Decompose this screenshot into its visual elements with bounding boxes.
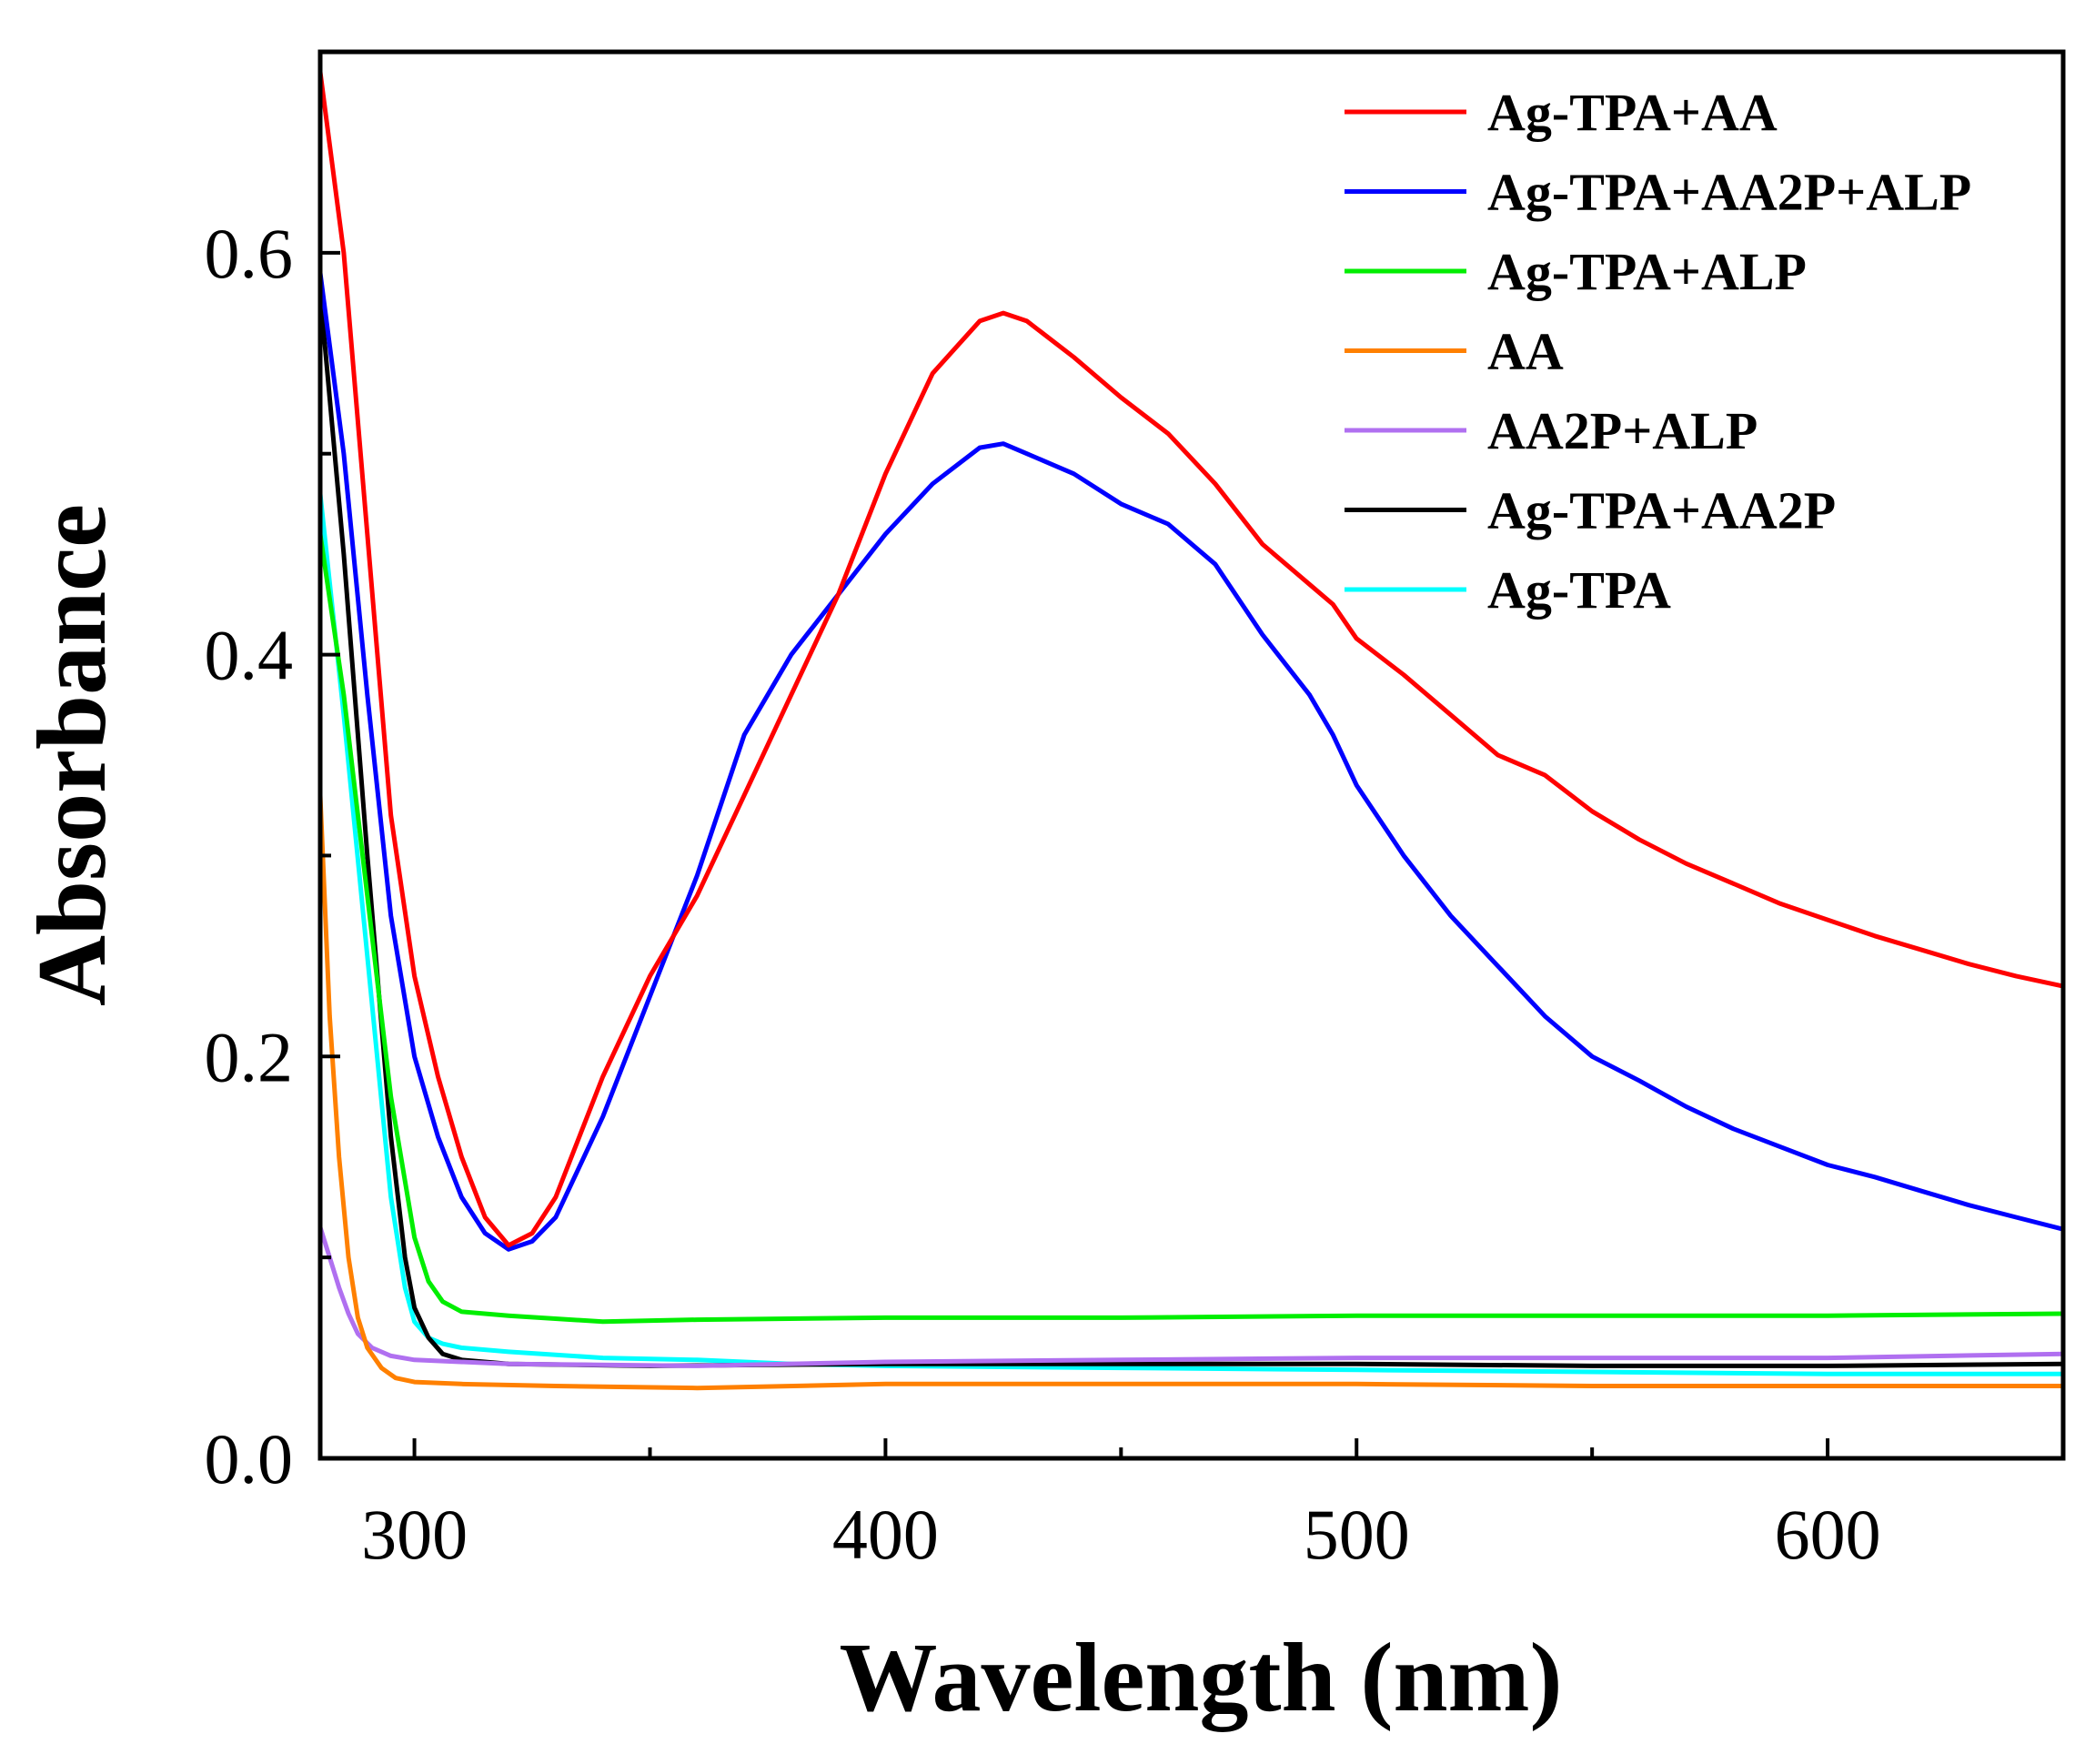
y-tick-label: 0.0 xyxy=(205,1419,294,1498)
series-line-ag-tpa-aa2p xyxy=(320,290,2063,1368)
x-tick-label: 300 xyxy=(361,1495,468,1574)
series-line-ag-tpa-aa xyxy=(320,69,2063,1248)
x-tick-label: 500 xyxy=(1304,1495,1410,1574)
legend-label: AA xyxy=(1487,322,1564,381)
y-axis-title: Absorbance xyxy=(18,504,126,1006)
x-axis-title: Wavelength (nm) xyxy=(840,1624,1563,1732)
legend: Ag-TPA+AA Ag-TPA+AA2P+ALP Ag-TPA+ALP AA AA2P… xyxy=(1345,83,1971,620)
y-tick-label: 0.6 xyxy=(205,214,294,293)
legend-entry: AA2P+ALP xyxy=(1345,401,1758,460)
legend-entry: Ag-TPA+ALP xyxy=(1345,242,1807,301)
series-line-ag-tpa-alp xyxy=(320,531,2063,1325)
legend-entry: Ag-TPA+AA2P xyxy=(1345,481,1836,540)
legend-label: Ag-TPA+AA2P+ALP xyxy=(1487,163,1971,222)
x-tick-label: 400 xyxy=(832,1495,939,1574)
series-line-aa xyxy=(320,792,2063,1391)
legend-label: Ag-TPA+AA2P xyxy=(1487,481,1836,540)
tick-labels: 300 400 500 600 0.0 0.2 0.4 0.6 xyxy=(205,214,1881,1574)
y-tick-label: 0.2 xyxy=(205,1017,294,1096)
x-tick-label: 600 xyxy=(1775,1495,1881,1574)
series-layer xyxy=(320,69,2063,1391)
series-line-aa2p-alp xyxy=(320,1225,2063,1368)
tick-marks xyxy=(320,250,2065,1460)
legend-entry: Ag-TPA+AA xyxy=(1345,83,1778,142)
series-line-ag-tpa-aa2p-alp xyxy=(320,270,2063,1252)
legend-label: AA2P+ALP xyxy=(1487,401,1758,460)
legend-label: Ag-TPA+AA xyxy=(1487,83,1778,142)
legend-entry: Ag-TPA xyxy=(1345,560,1671,620)
legend-entry: Ag-TPA+AA2P+ALP xyxy=(1345,163,1971,222)
legend-entry: AA xyxy=(1345,322,1564,381)
y-tick-label: 0.4 xyxy=(205,616,294,695)
legend-label: Ag-TPA xyxy=(1487,560,1671,620)
plot-frame xyxy=(317,49,2066,1461)
series-line-ag-tpa xyxy=(320,491,2063,1376)
legend-label: Ag-TPA+ALP xyxy=(1487,242,1807,301)
